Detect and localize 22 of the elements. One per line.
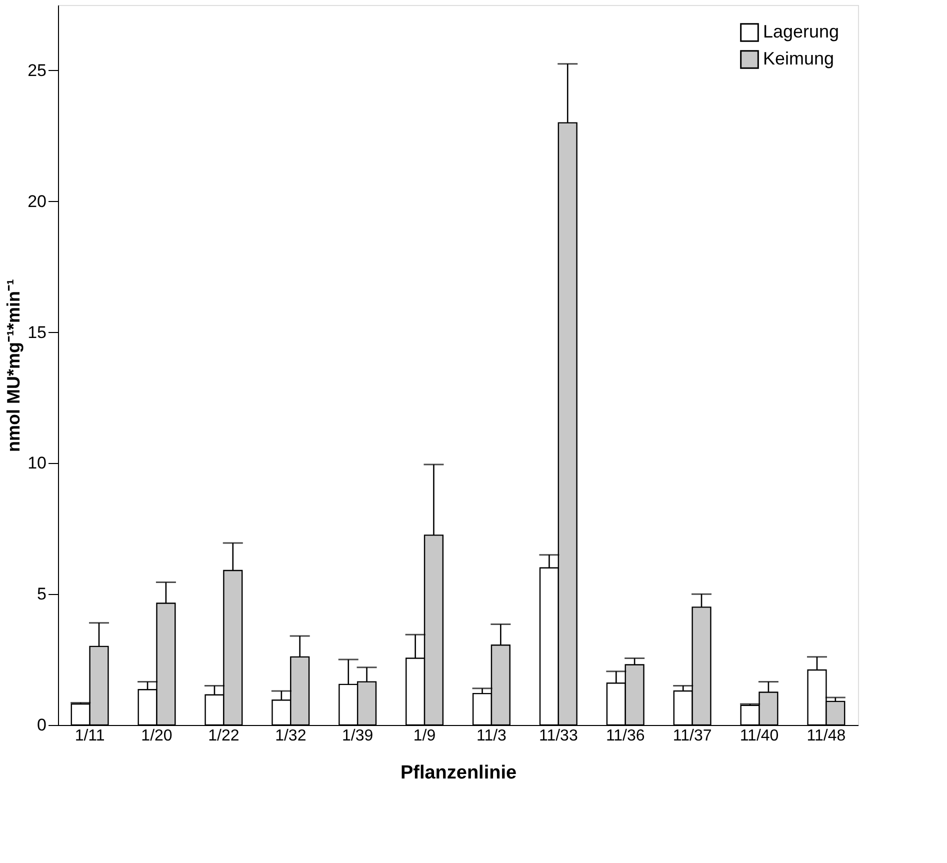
x-tick-label: 11/37 bbox=[672, 728, 712, 744]
x-tick-label: 11/48 bbox=[806, 728, 846, 744]
legend-label: Keimung bbox=[763, 48, 834, 68]
y-tick-label: 10 bbox=[28, 454, 46, 473]
x-tick-label: 1/9 bbox=[413, 728, 436, 744]
x-tick-label: 1/20 bbox=[141, 728, 172, 744]
x-tick-label: 11/36 bbox=[606, 728, 645, 744]
x-axis-title: Pflanzenlinie bbox=[400, 762, 517, 784]
x-tick-label: 11/33 bbox=[538, 728, 578, 744]
legend-label: Lagerung bbox=[763, 22, 840, 42]
x-tick-label: 1/32 bbox=[275, 728, 306, 744]
y-tick-label: 15 bbox=[28, 322, 46, 342]
y-axis-title: nmol MU*mg⁻¹*min⁻¹ bbox=[4, 279, 24, 452]
x-tick-label: 11/40 bbox=[740, 728, 779, 744]
y-tick-label: 25 bbox=[28, 60, 46, 80]
x-tick-label: 1/11 bbox=[74, 728, 105, 744]
y-tick-label: 5 bbox=[37, 584, 46, 604]
y-tick-label: 0 bbox=[37, 716, 46, 734]
y-tick-label: 20 bbox=[28, 192, 46, 211]
x-tick-label: 1/22 bbox=[208, 728, 240, 744]
x-tick-label: 1/39 bbox=[342, 728, 374, 744]
x-tick-label: 11/3 bbox=[476, 728, 507, 744]
